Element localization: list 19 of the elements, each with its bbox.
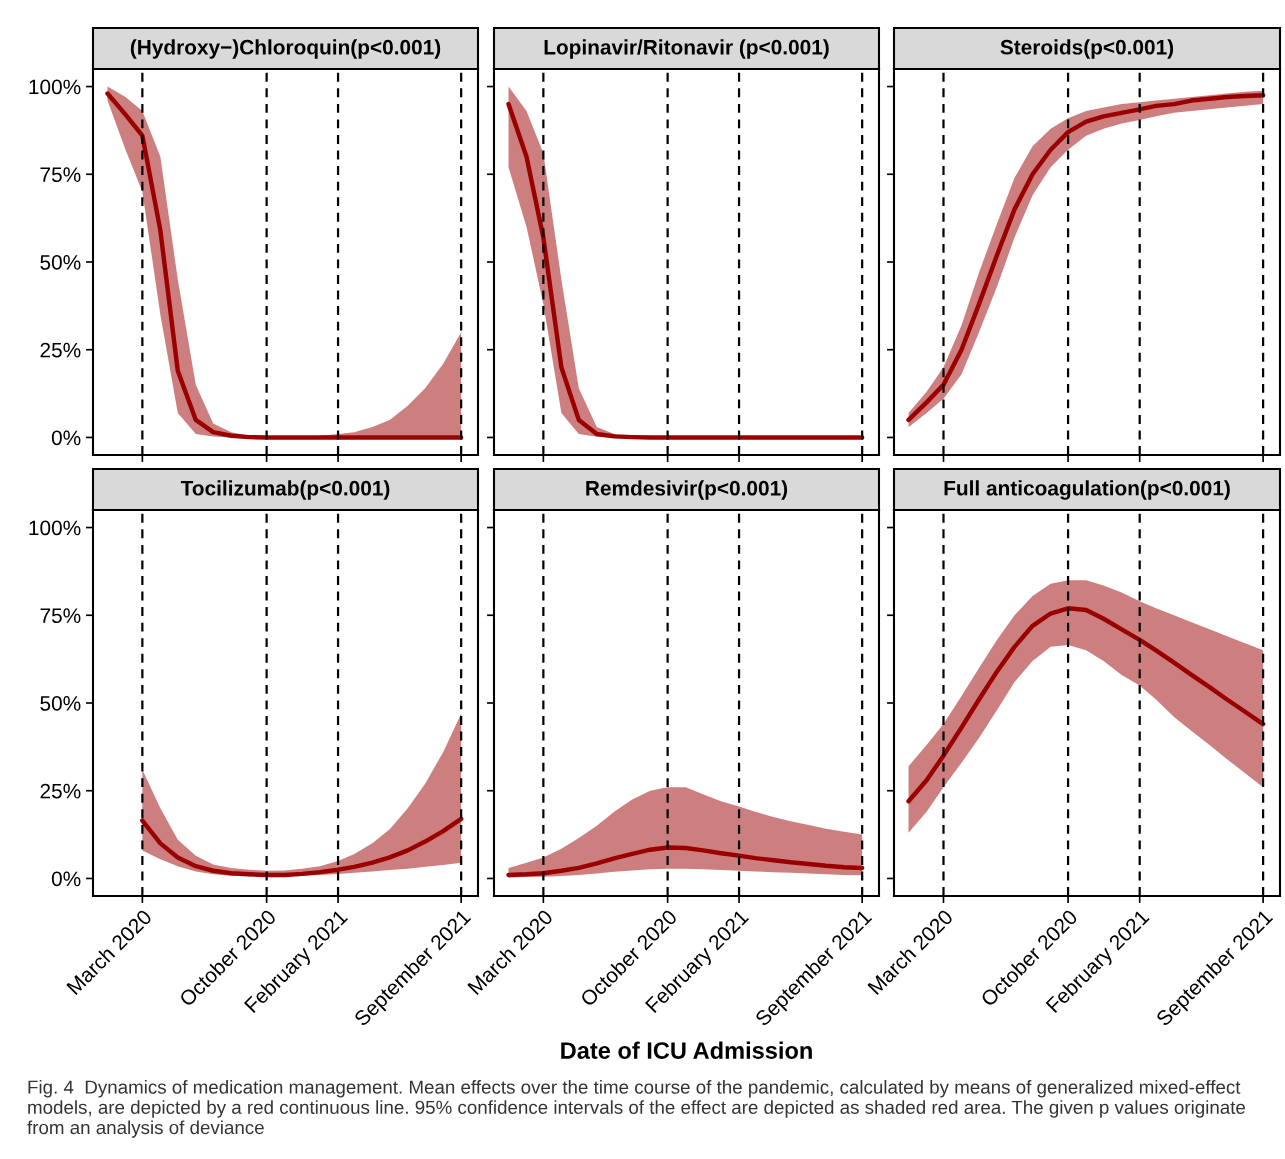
chart-title: Lopinavir/Ritonavir (p<0.001) (544, 39, 829, 59)
y-tick-label: 25% (40, 783, 81, 799)
x-axis-title: Date of ICU Admission (561, 1041, 812, 1059)
y-tick-label: 75% (40, 167, 81, 183)
caption: Fig. 4 Dynamics of medication management. Mean effects over the time course of the pandemic, calculated by means of generalized mixed-effect models, are depicted by a red continuous line. 95% confidence intervals of the effect are depicted as shaded red area. The given p values originate from an analysis of deviance (27, 1080, 1246, 1138)
y-tick-label: 50% (40, 255, 81, 270)
line-series (140, 816, 464, 878)
chart-title: Full anticoagulation(p<0.001) (944, 480, 1230, 500)
chart-title: Remdesivir(p<0.001) (586, 480, 788, 500)
y-tick-label: 75% (40, 608, 81, 624)
chart-title: Tocilizumab(p<0.001) (180, 480, 390, 500)
y-tick-label: 50% (40, 696, 81, 711)
chart-title: Steroids(p<0.001) (1000, 39, 1174, 59)
chart-title: (Hydroxy−)Chloroquin(p<0.001) (130, 39, 441, 59)
y-tick-label: 100% (29, 520, 81, 536)
y-tick-label: 100% (29, 79, 81, 95)
y-tick-label: 0% (51, 430, 81, 446)
y-tick-label: 0% (51, 871, 81, 887)
y-tick-label: 25% (40, 342, 81, 358)
